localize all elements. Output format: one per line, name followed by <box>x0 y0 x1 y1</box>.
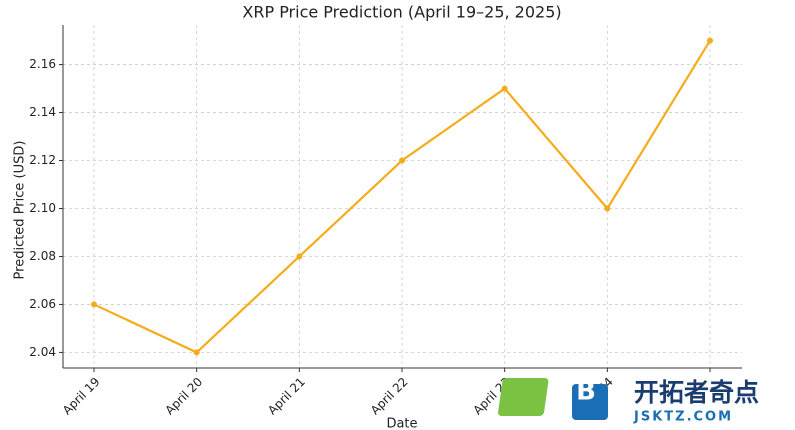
point <box>707 37 713 44</box>
watermark-name: 开拓者奇点 <box>634 378 759 407</box>
chart-title: XRP Price Prediction (April 19–25, 2025) <box>242 3 561 22</box>
watermark-url: JSKTZ.COM <box>633 410 733 425</box>
watermark: B 开拓者奇点 JSKTZ.COM <box>498 377 759 425</box>
point <box>399 157 405 164</box>
x-tick-label: April 21 <box>265 375 308 418</box>
y-tick-label: 2.14 <box>29 105 56 119</box>
point <box>501 85 508 92</box>
y-tick-label: 2.12 <box>29 153 56 167</box>
x-tick-label: April 19 <box>60 375 103 418</box>
y-tick-label: 2.10 <box>29 201 56 215</box>
y-tick-label: 2.08 <box>29 249 56 263</box>
watermark-icon: B <box>576 377 596 407</box>
point <box>604 205 611 212</box>
watermark-bg <box>498 378 549 416</box>
y-tick-label: 2.04 <box>29 345 56 359</box>
x-axis-label: Date <box>386 417 417 430</box>
y-tick-label: 2.16 <box>29 57 56 71</box>
y-axis-label: Predicted Price (USD) <box>13 141 28 280</box>
x-tick-label: April 20 <box>162 375 205 418</box>
point <box>91 301 97 308</box>
y-tick-label: 2.06 <box>29 297 56 311</box>
watermark-bg <box>572 384 608 420</box>
point <box>193 349 200 356</box>
point <box>296 253 303 260</box>
x-tick-label: April 22 <box>368 375 411 418</box>
